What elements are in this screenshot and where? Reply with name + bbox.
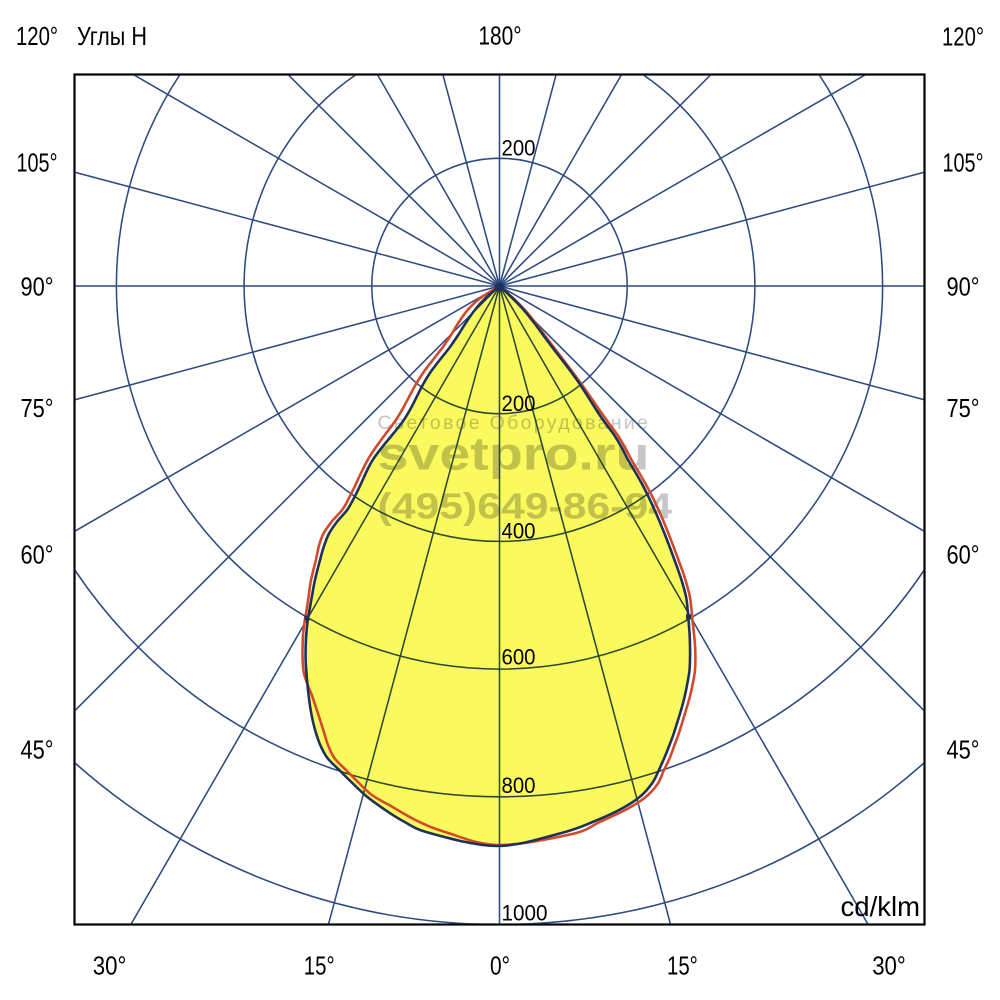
svg-text:75°: 75° xyxy=(947,393,980,423)
svg-text:30°: 30° xyxy=(872,951,906,981)
svg-text:1000: 1000 xyxy=(502,900,548,925)
svg-text:180°: 180° xyxy=(478,21,521,51)
svg-text:90°: 90° xyxy=(21,272,54,302)
svg-text:45°: 45° xyxy=(947,735,980,765)
svg-text:400: 400 xyxy=(502,519,536,544)
svg-text:800: 800 xyxy=(502,773,536,798)
svg-text:cd/klm: cd/klm xyxy=(841,891,920,922)
svg-text:105°: 105° xyxy=(17,148,58,178)
svg-text:120°: 120° xyxy=(16,21,58,51)
svg-text:600: 600 xyxy=(502,645,536,670)
svg-text:45°: 45° xyxy=(21,735,54,765)
svg-text:15°: 15° xyxy=(304,951,335,981)
svg-text:200: 200 xyxy=(502,391,536,416)
svg-text:120°: 120° xyxy=(942,22,984,52)
svg-text:60°: 60° xyxy=(21,540,54,570)
svg-text:60°: 60° xyxy=(947,540,980,570)
svg-text:0°: 0° xyxy=(490,951,510,981)
svg-text:90°: 90° xyxy=(947,272,980,302)
svg-text:75°: 75° xyxy=(21,393,54,423)
svg-text:200: 200 xyxy=(502,136,536,161)
svg-text:105°: 105° xyxy=(943,148,984,178)
svg-text:Углы H: Углы H xyxy=(77,21,147,51)
svg-text:30°: 30° xyxy=(93,951,127,981)
svg-text:15°: 15° xyxy=(667,951,698,981)
